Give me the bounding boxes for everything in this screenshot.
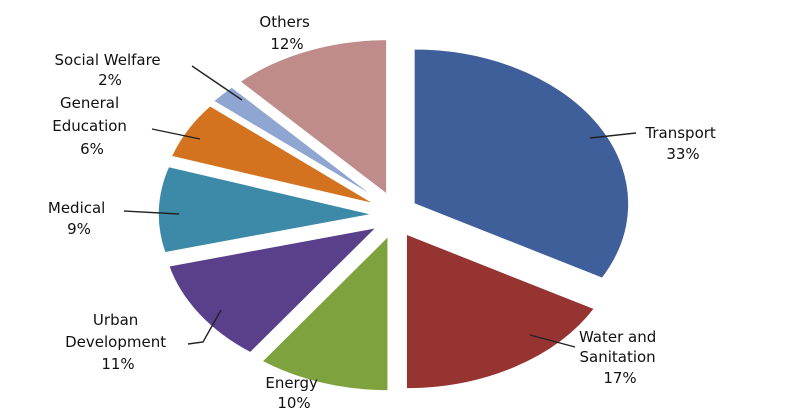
pie-slice-medical	[157, 165, 374, 254]
leader-line-medical	[123, 210, 180, 215]
leader-line-general-education	[151, 128, 201, 140]
label-medical: Medical 9%	[48, 199, 110, 238]
leader-lines	[123, 65, 637, 348]
label-others: Others 12%	[259, 13, 314, 53]
leader-line-social-welfare	[191, 65, 243, 101]
pie-slice-social-welfare	[212, 85, 380, 201]
label-transport: Transport 33%	[644, 124, 720, 163]
leader-line-urban-development	[187, 309, 222, 345]
label-energy: Energy 10%	[265, 374, 322, 408]
pie-slice-energy	[260, 234, 389, 392]
leader-line-water-and-sanitation	[529, 334, 576, 348]
slice-labels: Transport 33% Water and Sanitation 17% E…	[48, 13, 720, 408]
label-urban-development: Urban Development 11%	[65, 311, 171, 373]
leader-line-transport	[589, 132, 637, 139]
pie-slice-water-and-sanitation	[405, 232, 596, 390]
pie-slices	[157, 38, 630, 392]
label-general-education: General Education 6%	[52, 94, 131, 158]
pie-slice-transport	[413, 48, 630, 280]
pie-slice-others	[238, 38, 388, 197]
pie-slice-urban-development	[167, 226, 380, 354]
label-social-welfare: Social Welfare 2%	[55, 51, 166, 89]
label-water-and-sanitation: Water and Sanitation 17%	[579, 328, 661, 387]
pie-slice-general-education	[170, 104, 377, 206]
